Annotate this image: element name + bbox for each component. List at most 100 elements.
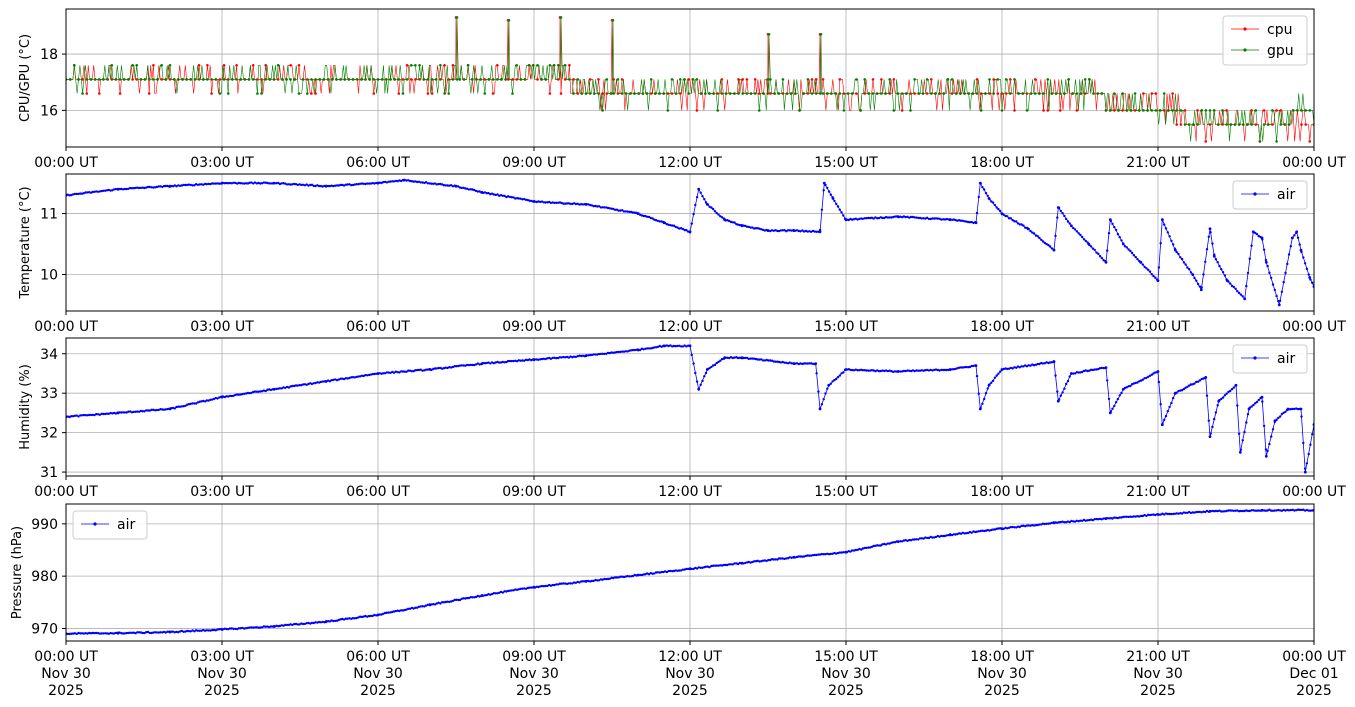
data-point [1251, 230, 1255, 234]
data-point [1303, 470, 1307, 474]
data-point [1270, 509, 1273, 512]
data-point [253, 390, 257, 393]
data-point [1052, 360, 1056, 364]
x-tick-date: Nov 30 [509, 666, 559, 682]
data-point [382, 180, 385, 184]
data-point [334, 184, 337, 187]
data-point-cpu [1142, 92, 1145, 95]
data-point [439, 182, 442, 186]
data-point [114, 412, 118, 415]
data-point [902, 539, 906, 542]
data-point [797, 555, 800, 558]
data-point [1125, 386, 1129, 389]
data-point-gpu [1221, 109, 1224, 112]
data-point [241, 392, 244, 396]
data-point [1270, 276, 1273, 279]
data-point [435, 367, 438, 370]
data-point [207, 182, 210, 186]
data-point-gpu [143, 78, 147, 81]
data-point [514, 197, 517, 200]
data-point [501, 194, 504, 197]
data-point [458, 186, 462, 189]
data-point [1207, 419, 1211, 422]
data-point [139, 631, 143, 634]
data-point [272, 181, 276, 185]
data-point [1293, 509, 1296, 512]
data-point [699, 191, 702, 194]
data-point [884, 543, 888, 546]
data-point [439, 366, 442, 370]
data-point [883, 542, 886, 546]
data-point [419, 605, 422, 608]
data-point [460, 186, 463, 190]
data-point [717, 564, 720, 567]
data-point [421, 605, 424, 608]
data-point [817, 553, 820, 556]
data-point-gpu [160, 64, 163, 67]
data-point [216, 628, 219, 631]
data-point [1254, 402, 1257, 405]
data-point-cpu [1196, 109, 1199, 112]
data-point [243, 392, 246, 395]
data-point-gpu [268, 78, 272, 81]
data-point [1104, 366, 1108, 369]
data-point [237, 181, 241, 185]
data-point [569, 202, 572, 206]
data-point [455, 598, 458, 601]
data-point [1252, 509, 1255, 512]
data-point [102, 412, 105, 416]
data-point [171, 185, 175, 188]
data-point [109, 189, 112, 192]
data-point [617, 576, 620, 579]
data-point [376, 613, 380, 617]
data-point-gpu [93, 78, 97, 81]
data-point [638, 213, 642, 216]
data-point [506, 195, 510, 198]
data-point-gpu [580, 92, 584, 95]
data-point [161, 408, 164, 411]
data-point [408, 369, 412, 372]
data-point [394, 370, 397, 373]
data-point [1173, 391, 1177, 395]
data-point-cpu [439, 78, 442, 81]
data-point [924, 369, 927, 372]
legend: air [72, 510, 148, 540]
data-point [523, 197, 526, 201]
data-point [88, 631, 91, 635]
data-point [542, 585, 545, 588]
data-point-gpu [658, 92, 661, 95]
data-point [649, 347, 652, 350]
data-point [180, 405, 184, 408]
data-point [501, 360, 504, 364]
data-point [1147, 513, 1150, 516]
data-point [1245, 284, 1248, 288]
data-point [728, 356, 731, 360]
data-point [1093, 518, 1096, 521]
data-point [396, 371, 399, 374]
data-point [1220, 397, 1223, 401]
data-point [978, 181, 982, 185]
data-point [1246, 509, 1250, 513]
legend-label: air [1277, 187, 1295, 203]
data-point [574, 355, 578, 359]
data-point [665, 570, 668, 574]
data-point [88, 413, 91, 417]
data-point-gpu [343, 78, 347, 81]
data-point [774, 558, 777, 561]
data-point [1209, 432, 1212, 435]
data-point [1120, 391, 1123, 395]
data-point [532, 358, 536, 362]
data-point-gpu [260, 92, 263, 95]
data-point [701, 195, 704, 198]
data-point [1220, 510, 1223, 513]
data-point-gpu [616, 78, 620, 81]
data-point-gpu [637, 92, 640, 95]
data-point [441, 183, 444, 186]
data-point-gpu [900, 92, 904, 95]
data-point [621, 350, 624, 353]
data-point [1029, 524, 1032, 527]
data-point [1116, 233, 1120, 236]
data-point-gpu [1004, 78, 1008, 81]
data-point [1059, 209, 1063, 213]
y-tick-label: 32 [40, 426, 58, 442]
